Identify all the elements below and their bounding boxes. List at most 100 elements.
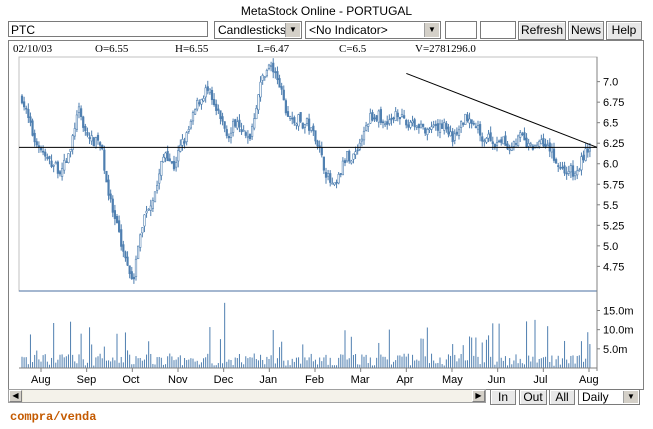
candle-body [438,123,442,133]
candle-body [187,129,190,132]
candle-body [316,140,319,147]
candle-body [265,70,268,77]
candle-body [365,125,368,131]
chevron-down-icon[interactable]: ▼ [623,391,638,403]
scroll-left-icon[interactable]: ◀ [9,390,22,402]
candle-body [460,121,463,128]
candle-body [50,160,53,167]
candle-body [160,161,163,176]
zoom-in-button[interactable]: In [490,389,516,405]
candle-body [143,214,146,227]
candle-body [445,123,448,130]
candle-body [358,142,361,150]
candle-body [259,81,262,98]
symbol-input[interactable]: PTC [8,21,208,37]
candle-body [491,141,494,145]
candle-body [67,153,70,163]
candle-body [483,140,486,142]
show-all-button[interactable]: All [549,389,575,405]
indicator-select[interactable]: <No Indicator> ▼ [305,21,441,39]
volume-tick-label: 15.0m [603,306,634,318]
candle-body [293,117,296,124]
period-select[interactable]: Daily ▼ [578,389,640,405]
news-button[interactable]: News [568,21,604,40]
candle-body [69,148,72,152]
candle-body [384,123,387,126]
candle-body [166,151,169,162]
candle-body [221,116,224,122]
zoom-out-button[interactable]: Out [519,389,547,405]
candle-body [386,121,389,125]
chevron-down-icon[interactable]: ▼ [424,23,439,37]
candle-body [502,136,505,145]
candle-body [63,159,66,171]
candle-body [470,119,473,124]
candle-body [139,234,142,248]
candle-body [464,113,467,125]
candle-body [122,244,125,252]
candle-body [189,120,192,129]
candle-body [472,122,475,125]
candle-body [559,167,562,169]
candle-body [200,99,203,105]
candle-body [527,143,530,147]
candle-body [413,119,416,127]
candle-body [134,258,138,278]
candle-body [588,148,591,152]
candle-body [183,141,186,144]
candle-body [198,102,201,105]
month-label: Apr [396,374,413,386]
candle-body [92,137,95,147]
x-axis-labels: Aug Sep Oct Nov Dec Jan Feb Mar Apr May Jun Jul Aug [19,367,599,386]
candle-body [398,117,401,120]
scroll-right-icon[interactable]: ▶ [472,390,485,402]
chevron-down-icon[interactable]: ▼ [285,23,300,37]
volume-tick-label: 5.0m [603,344,627,356]
candle-body [196,99,199,110]
refresh-button[interactable]: Refresh [518,21,566,40]
chart-style-select[interactable]: Candlesticks ▼ [214,21,302,39]
candle-body [343,160,347,164]
volume-axis-labels: 5.0m 10.0m 15.0m [597,306,634,356]
candle-body [362,130,366,141]
candle-body [476,125,480,130]
candle-body [481,136,484,142]
candle-body [453,133,456,141]
candle-body [523,132,526,141]
candle-body [158,173,161,184]
candle-body [346,151,349,162]
scroll-thumb[interactable] [23,390,475,402]
candle-body [299,112,302,122]
candle-body [419,123,423,129]
candle-body [360,138,363,142]
candle-body [312,125,315,132]
candle-body [128,265,131,275]
candle-body [213,99,216,106]
time-scrollbar[interactable]: ◀ ▶ [8,389,486,403]
footer-link[interactable]: compra/venda [10,410,97,424]
candle-body [388,119,391,124]
candle-body [291,117,294,120]
candle-body [217,108,220,111]
candle-body [257,94,260,111]
month-label: Nov [168,374,188,386]
candle-body [310,127,313,131]
candle-body [244,132,247,136]
extra-input-2[interactable] [480,21,516,39]
extra-input-1[interactable] [445,21,477,39]
candle-body [574,172,577,177]
candle-body [185,132,188,143]
candle-body [424,127,427,134]
candle-body [56,161,59,174]
help-button[interactable]: Help [606,21,642,40]
candle-body [77,106,81,113]
candle-body [267,64,271,69]
chart-panel[interactable]: 02/10/03 O=6.55 H=6.55 L=6.47 C=6.5 V=27… [8,40,644,390]
candle-body [215,103,218,111]
candle-body [295,123,298,126]
candle-body [84,126,87,132]
price-tick-label: 6.25 [603,138,624,150]
price-volume-chart[interactable]: 4.75 5.0 5.25 5.5 5.75 6.0 6.25 6.5 6.75 7.0 5.0m… [9,41,643,389]
candle-body [132,276,135,280]
candle-body [225,129,228,136]
